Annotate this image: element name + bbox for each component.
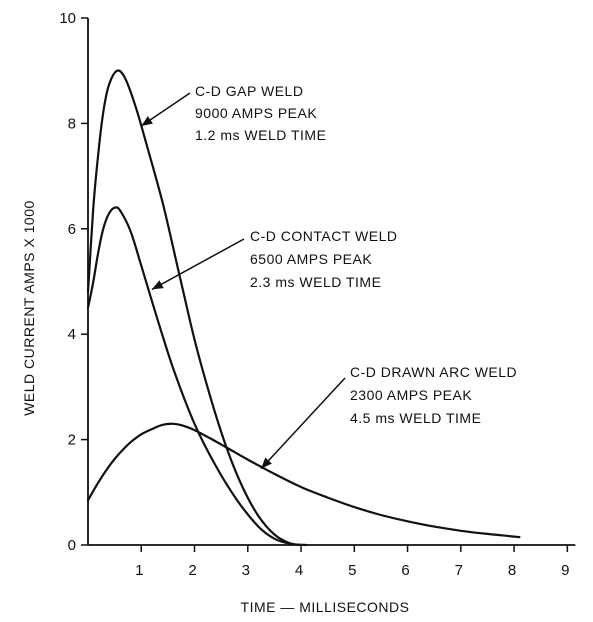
annotation-leader bbox=[260, 377, 346, 470]
annotation-contact: C-D CONTACT WELD 6500 AMPS PEAK 2.3 ms WEL… bbox=[151, 228, 397, 291]
annotation-line: 4.5 ms WELD TIME bbox=[350, 410, 481, 426]
annotations: C-D GAP WELD 9000 AMPS PEAK 1.2 ms WELD TI… bbox=[140, 83, 517, 470]
y-tick-label: 2 bbox=[68, 432, 76, 449]
x-tick-label: 7 bbox=[455, 562, 463, 579]
y-tick-label: 10 bbox=[59, 10, 76, 27]
x-tick-label: 4 bbox=[295, 562, 303, 579]
x-tick-label: 9 bbox=[561, 562, 569, 579]
annotation-line: 2300 AMPS PEAK bbox=[350, 387, 472, 403]
y-ticks: 0 2 4 6 8 10 bbox=[59, 10, 88, 554]
annotation-gap: C-D GAP WELD 9000 AMPS PEAK 1.2 ms WELD TI… bbox=[140, 83, 326, 143]
y-tick-label: 8 bbox=[68, 115, 76, 132]
annotation-line: 9000 AMPS PEAK bbox=[195, 105, 317, 121]
curve-drawn-arc bbox=[86, 422, 521, 539]
y-tick-label: 6 bbox=[68, 221, 76, 238]
annotation-line: C-D DRAWN ARC WELD bbox=[350, 364, 517, 380]
curve-gap bbox=[86, 69, 308, 547]
curve-contact bbox=[86, 206, 303, 547]
annotation-arrowhead bbox=[151, 280, 164, 290]
y-tick-label: 0 bbox=[68, 537, 76, 554]
annotation-line: 6500 AMPS PEAK bbox=[250, 251, 372, 267]
annotation-arrowhead bbox=[141, 116, 153, 126]
x-tick-label: 2 bbox=[188, 562, 196, 579]
x-tick-label: 8 bbox=[508, 562, 516, 579]
annotation-drawn-arc: C-D DRAWN ARC WELD 2300 AMPS PEAK 4.5 ms W… bbox=[260, 364, 517, 470]
x-tick-label: 6 bbox=[401, 562, 409, 579]
y-tick-label: 4 bbox=[68, 326, 76, 343]
curves bbox=[86, 69, 521, 547]
x-ticks: 1 2 3 4 5 6 7 8 9 bbox=[135, 545, 570, 579]
annotation-line: 2.3 ms WELD TIME bbox=[250, 274, 381, 290]
annotation-arrowhead bbox=[261, 457, 272, 469]
x-axis-title: TIME — MILLISECONDS bbox=[241, 599, 410, 615]
annotation-leader bbox=[151, 238, 245, 291]
annotation-line: 1.2 ms WELD TIME bbox=[195, 127, 326, 143]
x-tick-label: 5 bbox=[348, 562, 356, 579]
y-axis-title: WELD CURRENT AMPS X 1000 bbox=[21, 200, 37, 416]
x-tick-label: 3 bbox=[242, 562, 250, 579]
annotation-line: C-D CONTACT WELD bbox=[250, 228, 397, 244]
annotation-line: C-D GAP WELD bbox=[195, 83, 303, 99]
x-tick-label: 1 bbox=[135, 562, 143, 579]
